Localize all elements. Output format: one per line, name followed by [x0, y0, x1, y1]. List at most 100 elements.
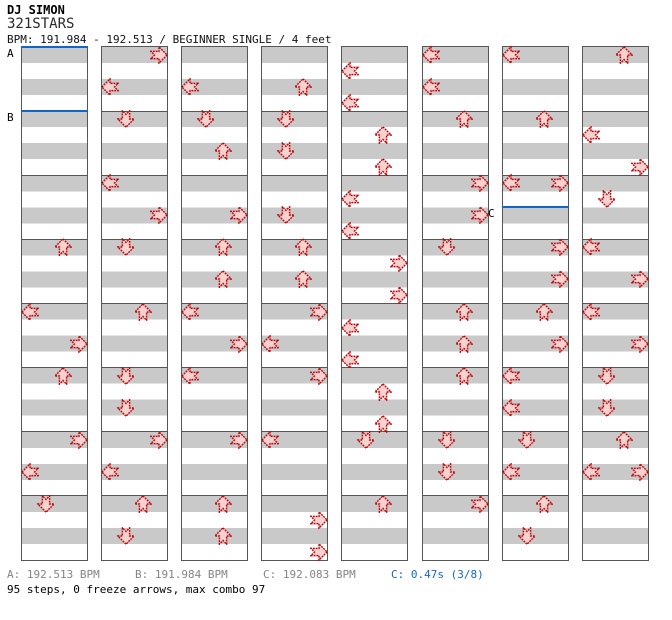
step-arrow-right-icon [630, 158, 649, 177]
step-arrow-right-icon [550, 270, 569, 289]
chart-column [101, 46, 168, 561]
step-arrow-up-icon [534, 302, 553, 321]
step-arrow-down-icon [598, 190, 617, 209]
bpm-section-a: A: 192.513 BPM [7, 568, 100, 581]
measure-divider [342, 174, 407, 176]
measure-divider [102, 431, 167, 433]
measure-divider [182, 110, 247, 112]
measure-divider [262, 495, 327, 497]
step-arrow-left-icon [582, 238, 601, 257]
measure-divider [102, 303, 167, 304]
step-arrow-up-icon [133, 302, 152, 321]
measure-divider [423, 367, 488, 369]
measure-divider [102, 110, 167, 112]
chart-column [502, 46, 569, 561]
step-arrow-down-icon [37, 494, 56, 513]
step-arrow-right-icon [309, 302, 328, 321]
measure-divider [262, 431, 327, 433]
step-arrow-up-icon [373, 126, 392, 145]
step-arrow-left-icon [422, 78, 441, 97]
step-arrow-left-icon [502, 366, 521, 385]
measure-divider [423, 303, 488, 304]
measure-divider [423, 174, 488, 176]
marker-label-a: A [7, 47, 14, 60]
step-arrow-right-icon [229, 206, 248, 225]
step-arrow-right-icon [69, 430, 88, 449]
measure-divider [583, 367, 648, 369]
step-arrow-left-icon [582, 462, 601, 481]
measure-divider [262, 110, 327, 112]
measure-divider [503, 431, 568, 433]
step-arrow-up-icon [614, 46, 633, 65]
measure-divider [262, 303, 327, 304]
step-arrow-right-icon [309, 542, 328, 561]
step-arrow-right-icon [309, 510, 328, 529]
step-arrow-down-icon [277, 206, 296, 225]
measure-divider [342, 110, 407, 112]
step-arrow-down-icon [598, 398, 617, 417]
step-arrow-up-icon [293, 238, 312, 257]
step-arrow-left-icon [341, 190, 360, 209]
step-arrow-down-icon [277, 110, 296, 129]
measure-divider [423, 238, 488, 240]
step-arrow-left-icon [582, 126, 601, 145]
measure-divider [182, 174, 247, 176]
chart-column [181, 46, 248, 561]
step-arrow-up-icon [213, 142, 232, 161]
step-arrow-left-icon [101, 462, 120, 481]
measure-divider [22, 174, 87, 176]
marker-line-b [21, 110, 88, 113]
step-arrow-up-icon [213, 238, 232, 257]
step-arrow-left-icon [181, 366, 200, 385]
chart-info: BPM: 191.984 - 192.513 / BEGINNER SINGLE… [7, 33, 332, 46]
step-arrow-down-icon [277, 142, 296, 161]
bpm-section-b: B: 191.984 BPM [135, 568, 228, 581]
step-arrow-right-icon [550, 174, 569, 193]
chart-column [341, 46, 408, 561]
step-arrow-up-icon [373, 382, 392, 401]
step-arrow-right-icon [470, 206, 489, 225]
measure-divider [342, 303, 407, 304]
measure-divider [182, 431, 247, 433]
bpm-section-c: C: 192.083 BPM [263, 568, 356, 581]
step-arrow-right-icon [470, 494, 489, 513]
measure-divider [342, 495, 407, 497]
measure-divider [182, 303, 247, 304]
measure-divider [262, 174, 327, 176]
measure-divider [583, 110, 648, 112]
step-arrow-down-icon [117, 366, 136, 385]
step-arrow-left-icon [502, 174, 521, 193]
step-arrow-down-icon [438, 238, 457, 257]
step-arrow-left-icon [341, 62, 360, 81]
step-arrow-right-icon [630, 334, 649, 353]
measure-divider [503, 174, 568, 176]
step-arrow-up-icon [213, 270, 232, 289]
measure-divider [503, 238, 568, 240]
marker-line-c [502, 206, 569, 209]
step-arrow-up-icon [454, 110, 473, 129]
measure-divider [342, 238, 407, 240]
step-arrow-down-icon [117, 526, 136, 545]
step-arrow-up-icon [534, 110, 553, 129]
step-arrow-left-icon [341, 350, 360, 369]
step-arrow-left-icon [582, 302, 601, 321]
step-arrow-up-icon [454, 366, 473, 385]
step-arrow-up-icon [53, 366, 72, 385]
chart-column [582, 46, 649, 561]
step-arrow-left-icon [502, 46, 521, 65]
measure-divider [22, 367, 87, 369]
step-arrow-down-icon [438, 430, 457, 449]
step-arrow-down-icon [598, 366, 617, 385]
stop-section-c: C: 0.47s (3/8) [391, 568, 484, 581]
step-arrow-left-icon [181, 78, 200, 97]
step-arrow-left-icon [341, 222, 360, 241]
step-arrow-right-icon [229, 430, 248, 449]
step-arrow-up-icon [133, 494, 152, 513]
measure-divider [262, 238, 327, 240]
measure-divider [342, 431, 407, 433]
measure-divider [583, 431, 648, 433]
measure-divider [22, 495, 87, 497]
step-arrow-up-icon [293, 78, 312, 97]
step-arrow-right-icon [229, 334, 248, 353]
